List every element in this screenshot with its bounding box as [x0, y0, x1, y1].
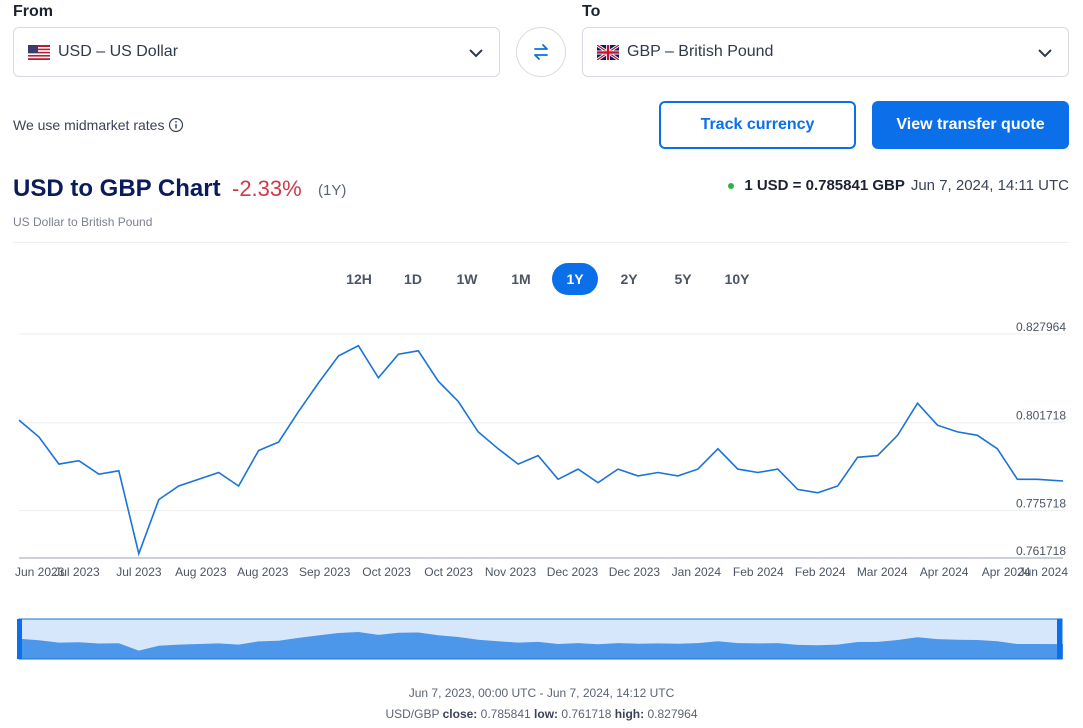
footer-high-label: high: [614, 707, 645, 721]
to-currency-value: GBP – British Pound [627, 43, 774, 60]
us-flag-icon [28, 44, 50, 60]
y-tick-label: 0.761718 [1016, 544, 1066, 558]
range-tab-1w[interactable]: 1W [456, 271, 478, 287]
footer-stats: USD/GBP close: 0.785841 low: 0.761718 hi… [0, 707, 1083, 721]
chart-subtitle: US Dollar to British Pound [13, 215, 153, 229]
x-tick-label: Feb 2024 [733, 565, 784, 579]
x-tick-label: Apr 2024 [920, 565, 969, 579]
y-tick-label: 0.775718 [1016, 497, 1066, 511]
midmarket-note: We use midmarket rates [13, 117, 184, 133]
footer-high: 0.827964 [647, 707, 698, 721]
track-currency-button[interactable]: Track currency [659, 101, 856, 149]
x-tick-label: Nov 2023 [485, 565, 537, 579]
x-tick-label: Aug 2023 [237, 565, 289, 579]
footer-close-label: close: [442, 707, 478, 721]
x-tick-label: Oct 2023 [424, 565, 473, 579]
footer-pair: USD/GBP [385, 707, 440, 721]
footer-close: 0.785841 [480, 707, 531, 721]
footer-range: Jun 7, 2023, 00:00 UTC - Jun 7, 2024, 14… [408, 686, 675, 700]
rate-chart: 0.827964 0.801718 0.775718 0.761718 Jun 202… [15, 320, 1069, 579]
range-tab-12h[interactable]: 12H [346, 271, 372, 287]
rate-line [18, 344, 1064, 557]
range-tab-10y[interactable]: 10Y [724, 271, 750, 287]
uk-flag-icon [597, 44, 619, 60]
range-tab-1d[interactable]: 1D [404, 271, 422, 287]
from-label: From [13, 3, 53, 20]
view-transfer-quote-button[interactable]: View transfer quote [872, 101, 1069, 149]
chevron-down-icon [469, 49, 483, 58]
swap-currencies-button[interactable] [516, 27, 566, 77]
chevron-down-icon [1038, 49, 1052, 58]
footer-low-label: low: [534, 707, 559, 721]
x-tick-label: Feb 2024 [795, 565, 846, 579]
divider [13, 242, 1069, 243]
to-label: To [582, 3, 601, 20]
x-tick-label: Jun 2023 [15, 565, 65, 579]
y-tick-label: 0.827964 [1016, 320, 1066, 334]
x-tick-label: Apr 2024 [982, 565, 1031, 579]
x-tick-label: Dec 2023 [547, 565, 599, 579]
change-percent: -2.33% [232, 176, 302, 201]
swap-arrows-icon [534, 44, 548, 60]
range-tab-2y[interactable]: 2Y [620, 271, 638, 287]
x-tick-label: Aug 2023 [175, 565, 227, 579]
footer-low: 0.761718 [561, 707, 612, 721]
chart-title: USD to GBP Chart [13, 175, 221, 202]
x-tick-label: Jul 2023 [116, 565, 162, 579]
navigator-handle-left[interactable] [17, 619, 22, 659]
info-icon[interactable] [168, 117, 184, 133]
range-tab-1m[interactable]: 1M [511, 271, 531, 287]
range-navigator[interactable] [0, 612, 1083, 672]
range-selector: 12H 1D 1W 1M 1Y 2Y 5Y 10Y [332, 263, 764, 295]
current-rate: 1 USD = 0.785841 GBP Jun 7, 2024, 14:11 … [728, 177, 1069, 194]
navigator-area [19, 632, 1063, 659]
range-tab-5y[interactable]: 5Y [674, 271, 692, 287]
x-tick-label: Jul 2023 [54, 565, 100, 579]
navigator-handle-right[interactable] [1057, 619, 1062, 659]
x-tick-label: Oct 2023 [362, 565, 411, 579]
x-tick-label: Mar 2024 [857, 565, 908, 579]
midmarket-text: We use midmarket rates [13, 117, 165, 133]
from-currency-value: USD – US Dollar [58, 43, 179, 60]
x-tick-label: Sep 2023 [299, 565, 351, 579]
y-tick-label: 0.801718 [1016, 409, 1066, 423]
range-tab-1y[interactable]: 1Y [552, 263, 598, 295]
rate-timestamp: Jun 7, 2024, 14:11 UTC [910, 177, 1069, 194]
x-tick-label: Jun 2024 [1019, 565, 1069, 579]
to-currency-select[interactable]: GBP – British Pound [582, 27, 1069, 77]
from-currency-select[interactable]: USD – US Dollar [13, 27, 500, 77]
live-dot-icon [728, 182, 735, 189]
x-tick-label: Dec 2023 [609, 565, 661, 579]
rate-value: 1 USD = 0.785841 GBP [744, 177, 905, 194]
change-period: (1Y) [318, 182, 347, 199]
x-tick-label: Jan 2024 [672, 565, 722, 579]
